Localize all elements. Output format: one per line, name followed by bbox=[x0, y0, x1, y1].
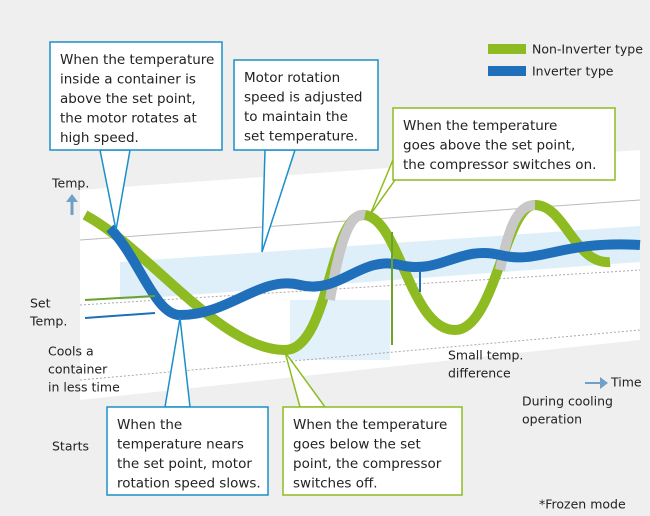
label: in less time bbox=[48, 380, 120, 395]
label: Set bbox=[30, 296, 51, 311]
callout-line: rotation speed slows. bbox=[117, 476, 261, 492]
axis-label: Temp. bbox=[51, 176, 89, 191]
callout-line: temperature nears bbox=[117, 437, 244, 453]
label: During cooling bbox=[522, 394, 613, 409]
callout-line: goes above the set point, bbox=[403, 138, 575, 154]
callout-line: above the set point, bbox=[60, 91, 196, 107]
callout-line: When the bbox=[117, 417, 182, 433]
callout-line: When the temperature bbox=[293, 417, 447, 433]
axis-label: Time bbox=[610, 375, 642, 390]
label: Cools a bbox=[48, 344, 94, 359]
callout-line: inside a container is bbox=[60, 72, 196, 88]
callout-line: Motor rotation bbox=[244, 70, 340, 86]
label: Temp. bbox=[29, 314, 67, 329]
label: Small temp. bbox=[448, 348, 523, 363]
legend-swatch bbox=[488, 66, 526, 76]
callout-line: speed is adjusted bbox=[244, 90, 363, 106]
legend-label: Inverter type bbox=[532, 64, 614, 79]
label: container bbox=[48, 362, 108, 377]
callout-line: the motor rotates at bbox=[60, 111, 197, 127]
callout-line: the set point, motor bbox=[117, 456, 252, 472]
label: Starts bbox=[52, 439, 89, 454]
label: operation bbox=[522, 412, 582, 427]
callout-line: high speed. bbox=[60, 130, 139, 146]
callout-line: When the temperature bbox=[403, 118, 557, 134]
callout-line: switches off. bbox=[293, 476, 378, 492]
callout-line: to maintain the bbox=[244, 109, 348, 125]
legend-label: Non-Inverter type bbox=[532, 42, 643, 57]
callout-line: set temperature. bbox=[244, 129, 358, 145]
callout-line: point, the compressor bbox=[293, 456, 442, 472]
legend-swatch bbox=[488, 44, 526, 54]
callout-line: When the temperature bbox=[60, 52, 214, 68]
label: difference bbox=[448, 366, 511, 381]
note: *Frozen mode bbox=[539, 497, 626, 512]
diagram: Non-Inverter type Inverter type Temp. Se… bbox=[0, 0, 650, 516]
callout-line: the compressor switches on. bbox=[403, 157, 596, 173]
callout-line: goes below the set bbox=[293, 437, 421, 453]
